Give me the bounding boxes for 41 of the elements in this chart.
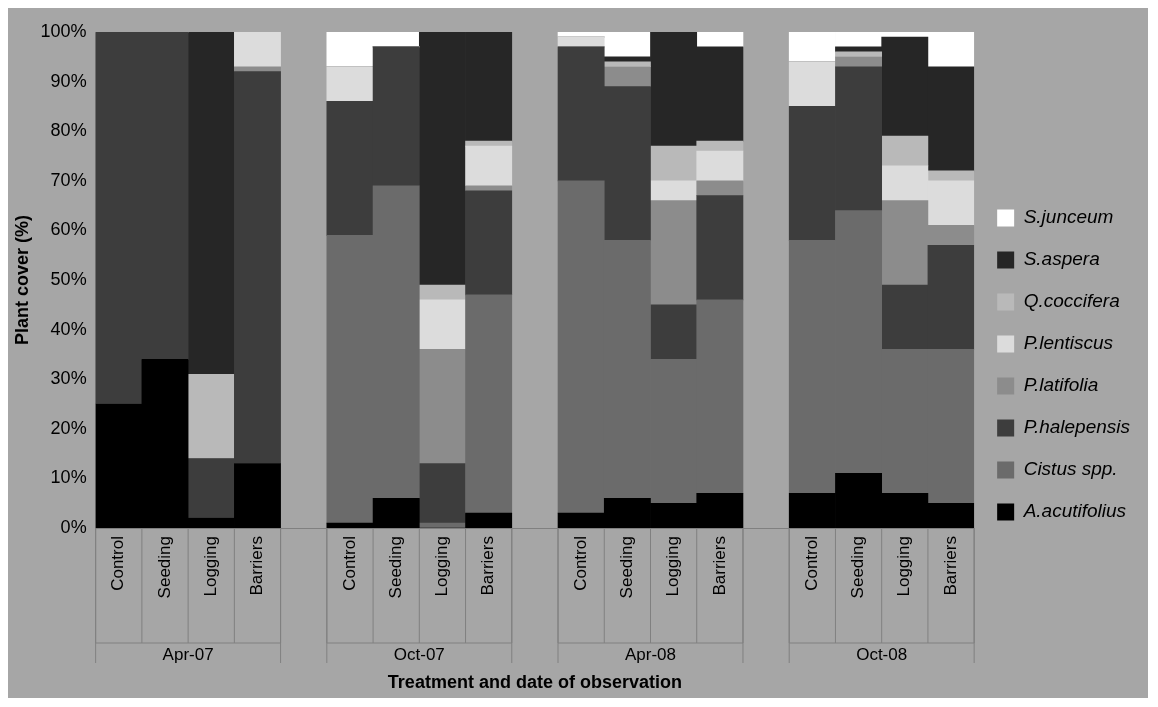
y-tick-label: 50% xyxy=(50,268,87,289)
y-tick-label: 10% xyxy=(50,467,87,488)
text: Oct-07 xyxy=(393,644,445,664)
y-tick-label: 90% xyxy=(50,70,87,91)
x-tick-label: Control xyxy=(570,536,590,591)
y-axis-title: Plant cover (%) xyxy=(11,214,32,346)
legend-label: Cistus spp. xyxy=(1023,458,1118,480)
x-tick-label: Seeding xyxy=(385,536,405,599)
y-tick-label: 100% xyxy=(40,20,87,41)
x-tick-label: Control xyxy=(339,536,359,591)
x-tick-label: Control xyxy=(108,536,128,591)
x-tick-label: Barriers xyxy=(247,536,267,596)
legend-label: A.acutifolius xyxy=(1022,500,1127,522)
y-tick-label: 70% xyxy=(50,169,87,190)
y-tick-label: 60% xyxy=(50,219,87,240)
legend-label: Q.coccifera xyxy=(1023,290,1120,312)
y-tick-label: 30% xyxy=(50,368,87,389)
x-tick-label: Control xyxy=(802,536,822,591)
x-tick-label: Seeding xyxy=(617,536,637,599)
legend-label: P.lentiscus xyxy=(1023,332,1114,354)
x-tick-label: Seeding xyxy=(848,536,868,599)
x-tick-label: Seeding xyxy=(154,536,174,599)
x-tick-label: Logging xyxy=(894,536,914,597)
y-tick-label: 40% xyxy=(50,318,87,339)
text: Apr-07 xyxy=(162,644,214,664)
y-tick-label: 20% xyxy=(50,417,87,438)
legend-label: P.halepensis xyxy=(1023,416,1131,438)
x-tick-label: Logging xyxy=(200,536,220,597)
x-tick-label: Barriers xyxy=(478,536,498,596)
legend-label: P.latifolia xyxy=(1023,374,1099,396)
y-tick-label: 80% xyxy=(50,120,87,141)
x-tick-label: Logging xyxy=(663,536,683,597)
text: Apr-08 xyxy=(624,644,677,664)
text: Oct-08 xyxy=(856,644,908,664)
legend-label: S.aspera xyxy=(1023,248,1100,270)
x-tick-label: Barriers xyxy=(940,536,960,596)
x-tick-label: Barriers xyxy=(709,536,729,596)
legend-label: S.junceum xyxy=(1023,206,1114,228)
y-tick-label: 0% xyxy=(60,516,87,537)
x-tick-label: Logging xyxy=(432,536,452,597)
x-axis-title: Treatment and date of observation xyxy=(387,672,682,693)
